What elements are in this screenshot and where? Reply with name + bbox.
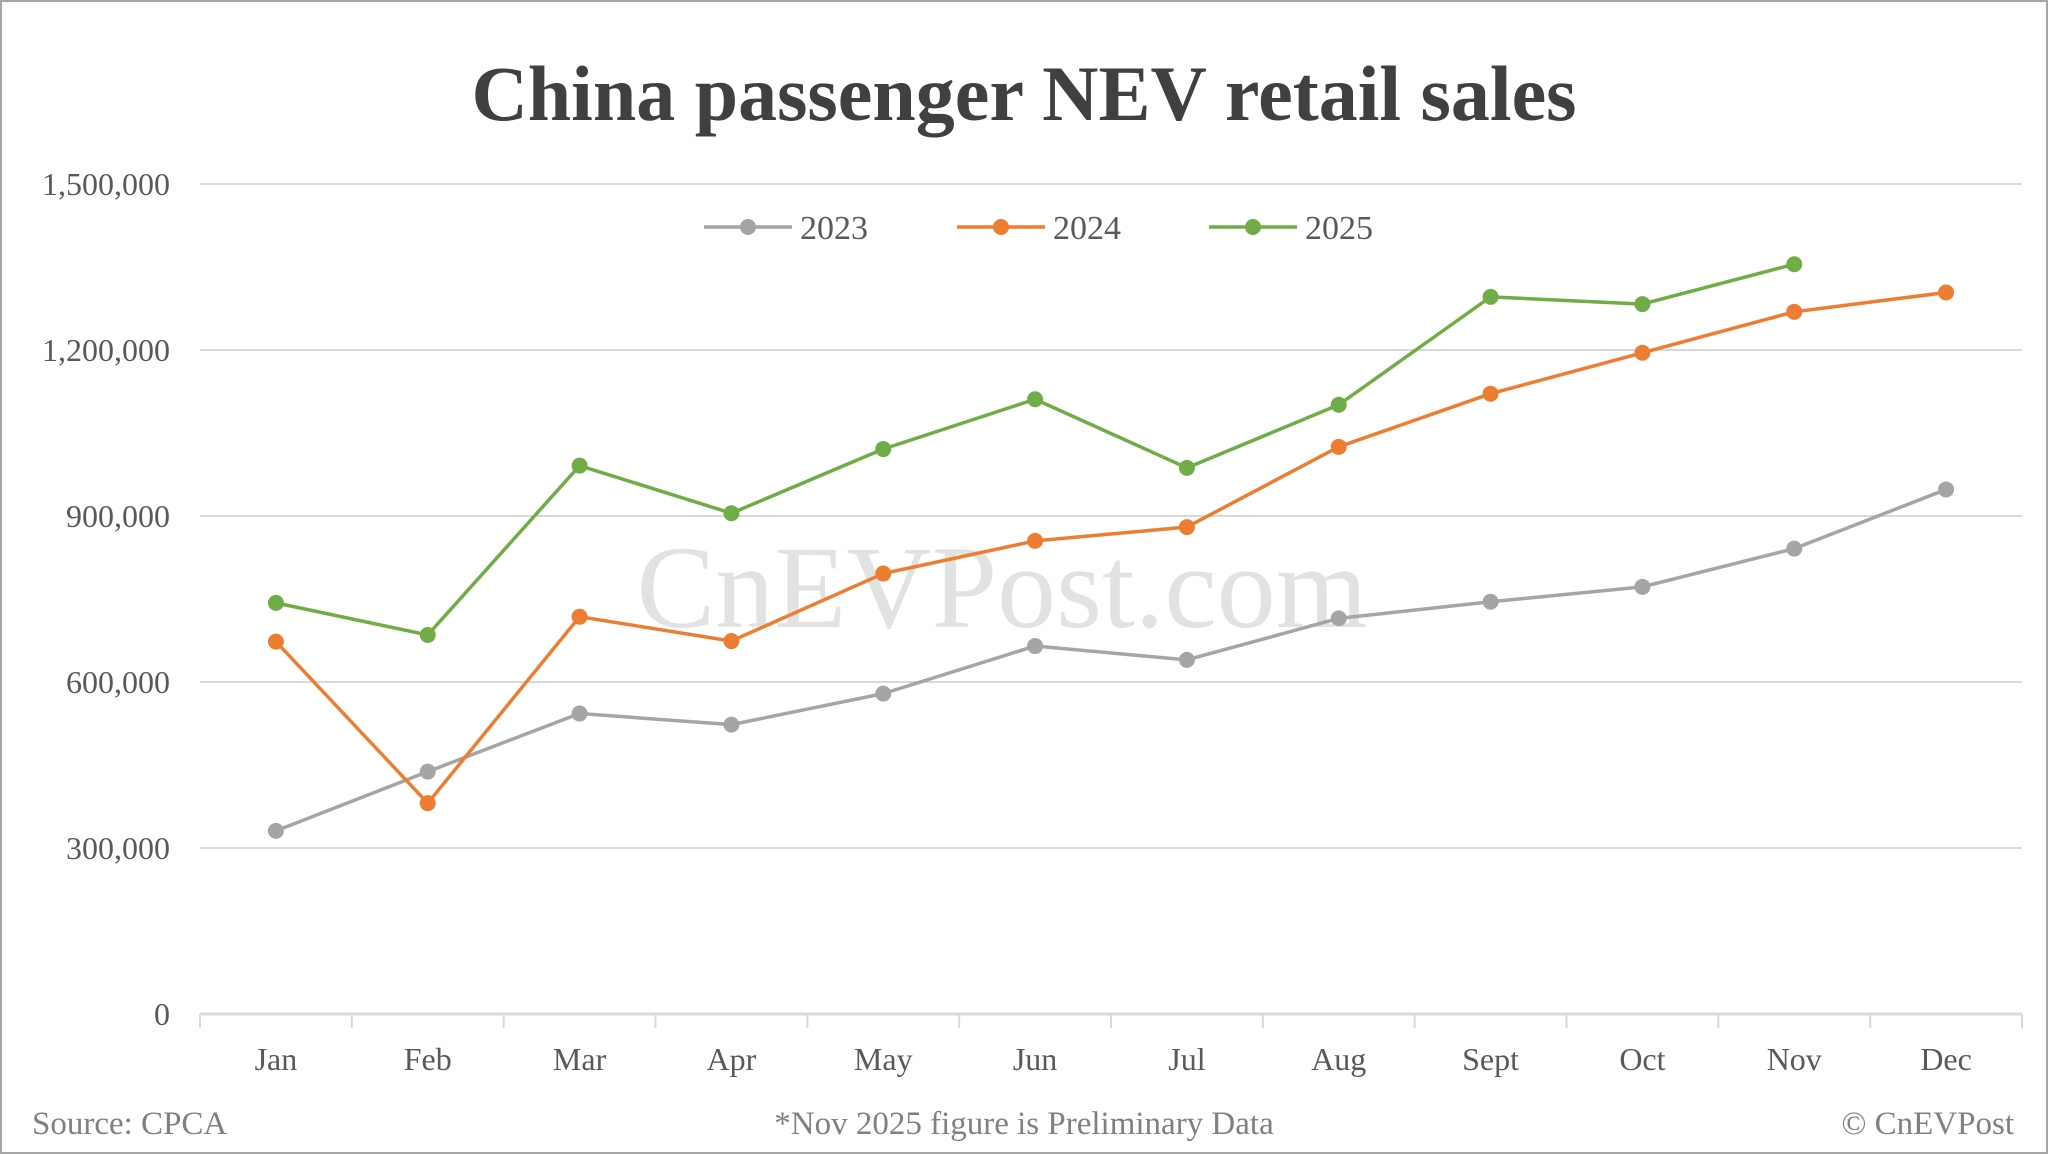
data-point-marker	[1634, 344, 1651, 361]
x-tick-label: Jun	[1013, 1041, 1057, 1077]
y-tick-label: 0	[154, 996, 170, 1032]
chart-title: China passenger NEV retail sales	[471, 50, 1576, 137]
data-point-marker	[723, 505, 740, 522]
data-point-marker	[1027, 391, 1044, 408]
copyright-label: © CnEVPost	[1841, 1106, 2014, 1142]
series-line	[275, 487, 1947, 833]
data-point-marker	[571, 608, 588, 625]
x-tick-label: Mar	[553, 1041, 607, 1077]
data-point-marker	[1330, 610, 1347, 627]
data-point-marker	[1786, 540, 1803, 557]
data-point-marker	[419, 626, 436, 643]
data-point-marker	[1482, 385, 1499, 402]
data-point-marker	[419, 763, 436, 780]
data-point-marker	[571, 457, 588, 474]
data-point-marker	[723, 716, 740, 733]
data-point-marker	[267, 594, 284, 611]
series-2025	[267, 256, 1803, 643]
legend: 2023 2024 2025	[704, 210, 1373, 247]
data-point-marker	[875, 565, 892, 582]
y-tick-label: 1,200,000	[42, 332, 170, 368]
data-point-marker	[1786, 256, 1803, 273]
y-tick-label: 300,000	[66, 830, 170, 866]
preliminary-note: *Nov 2025 figure is Preliminary Data	[774, 1106, 1274, 1142]
legend-label: 2025	[1305, 210, 1373, 247]
x-tick-label: Nov	[1767, 1041, 1822, 1077]
source-label: Source: CPCA	[32, 1106, 227, 1142]
data-point-marker	[1330, 396, 1347, 413]
data-point-marker	[1482, 593, 1499, 610]
y-tick-label: 600,000	[66, 664, 170, 700]
x-tick-label: Dec	[1920, 1041, 1972, 1077]
x-tick-label: Apr	[707, 1041, 757, 1077]
data-point-marker	[1938, 284, 1955, 301]
data-point-marker	[267, 633, 284, 650]
x-tick-label: Sept	[1462, 1041, 1519, 1077]
series-2024	[267, 284, 1955, 812]
x-tick-label: Aug	[1311, 1041, 1366, 1077]
data-point-marker	[1178, 651, 1195, 668]
legend-item-2023: 2023	[704, 210, 868, 247]
data-point-marker	[1027, 532, 1044, 549]
legend-label: 2023	[800, 210, 868, 247]
y-tick-label: 1,500,000	[42, 166, 170, 202]
series-line	[274, 290, 1947, 805]
legend-item-2024: 2024	[957, 210, 1121, 247]
gridlines	[200, 183, 2022, 849]
data-point-marker	[1330, 438, 1347, 455]
data-point-marker	[1938, 481, 1955, 498]
data-point-marker	[1027, 638, 1044, 655]
legend-item-2025: 2025	[1209, 210, 1373, 247]
y-axis-ticks: 0 300,000 600,000 900,000 1,200,000 1,500,000	[42, 166, 170, 1032]
series-lines	[267, 256, 1955, 839]
data-point-marker	[267, 822, 284, 839]
legend-marker-icon	[1245, 219, 1261, 235]
x-tick-label: Jan	[255, 1041, 298, 1077]
x-tick-label: Jul	[1168, 1041, 1205, 1077]
series-2023	[267, 481, 1955, 839]
x-axis: Jan Feb Mar Apr May Jun Jul Aug Sept Oct Nov Dec	[199, 1012, 2023, 1077]
x-tick-label: Feb	[404, 1041, 452, 1077]
data-point-marker	[1178, 519, 1195, 536]
data-point-marker	[875, 685, 892, 702]
x-tick-label: May	[854, 1041, 913, 1077]
legend-marker-icon	[993, 219, 1009, 235]
data-point-marker	[1482, 288, 1499, 305]
legend-marker-icon	[740, 219, 756, 235]
data-point-marker	[875, 441, 892, 458]
data-point-marker	[1634, 578, 1651, 595]
data-point-marker	[419, 795, 436, 812]
data-point-marker	[571, 705, 588, 722]
legend-label: 2024	[1053, 210, 1121, 247]
y-tick-label: 900,000	[66, 498, 170, 534]
data-point-marker	[1178, 459, 1195, 476]
data-point-marker	[1634, 296, 1651, 313]
x-tick-label: Oct	[1619, 1041, 1665, 1077]
watermark: CnEVPost.com	[637, 522, 1368, 653]
data-point-marker	[1786, 303, 1803, 320]
data-point-marker	[723, 633, 740, 650]
